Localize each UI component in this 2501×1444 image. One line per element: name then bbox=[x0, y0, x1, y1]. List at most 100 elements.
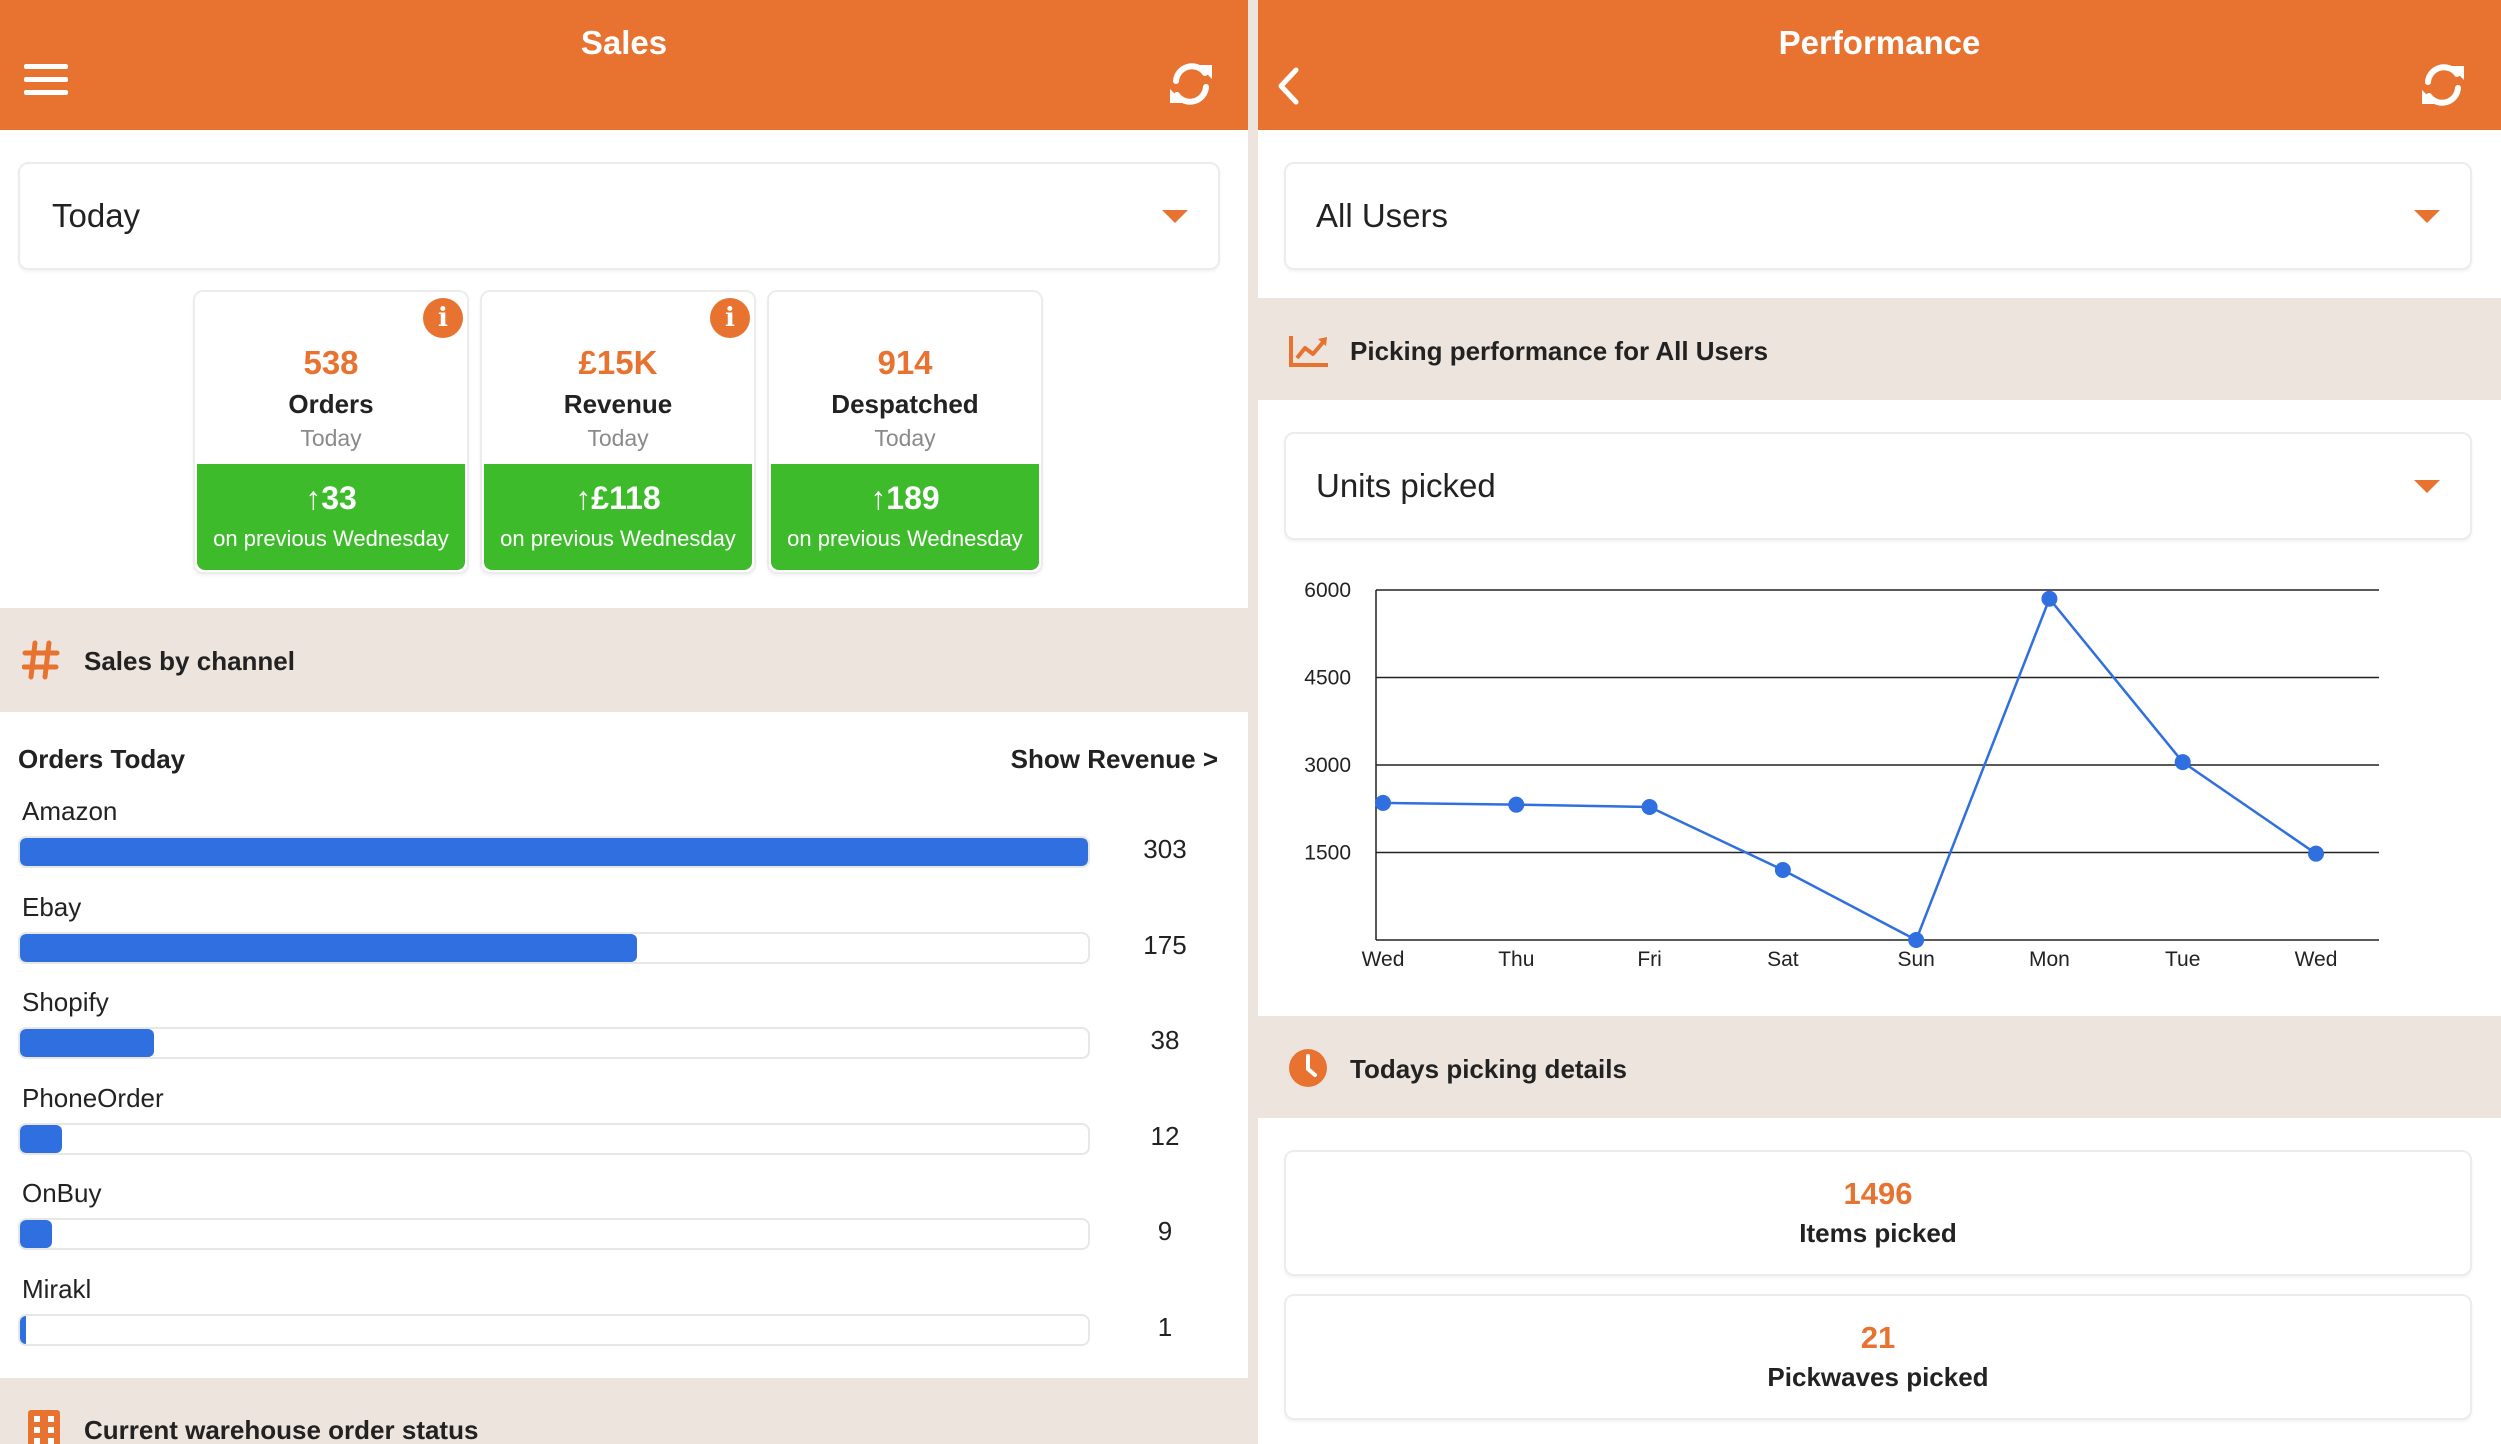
detail-value: 21 bbox=[1860, 1320, 1896, 1355]
delta-note: on previous Wednesday bbox=[213, 526, 449, 551]
channel-value: 1 bbox=[1157, 1311, 1173, 1342]
show-revenue-link[interactable]: Show Revenue > bbox=[1010, 744, 1218, 774]
y-tick-label: 3000 bbox=[1304, 754, 1351, 777]
metric-select[interactable]: Units picked bbox=[1284, 432, 2472, 540]
stat-card-revenue[interactable]: £15K Revenue Today i ↑£118 on previous W… bbox=[480, 290, 756, 574]
sales-title: Sales bbox=[580, 24, 668, 61]
info-icon[interactable]: i bbox=[710, 298, 750, 338]
refresh-icon[interactable] bbox=[1168, 61, 1214, 107]
channel-bar-fill bbox=[20, 933, 637, 962]
series-line bbox=[1382, 596, 2317, 942]
stat-value: 914 bbox=[877, 344, 933, 381]
chevron-down-icon bbox=[2414, 210, 2440, 223]
stat-label: Orders bbox=[288, 389, 374, 419]
channel-name: Ebay bbox=[22, 891, 82, 922]
delta-row: ↑33 bbox=[197, 480, 465, 517]
stat-card-orders[interactable]: 538 Orders Today i ↑33 on previous Wedne… bbox=[193, 290, 469, 574]
x-tick-label: Wed bbox=[1362, 948, 1405, 971]
data-point bbox=[2041, 590, 2058, 607]
detail-card-pickwaves: 21 Pickwaves picked bbox=[1284, 1294, 2472, 1420]
stat-label: Revenue bbox=[563, 389, 673, 419]
channel-bar-fill bbox=[20, 838, 1088, 866]
x-tick-label: Mon bbox=[2029, 948, 2070, 971]
channel-value: 9 bbox=[1157, 1216, 1173, 1246]
x-tick-label: Thu bbox=[1498, 948, 1534, 971]
building-icon bbox=[28, 1410, 60, 1444]
detail-label: Items picked bbox=[1799, 1218, 1957, 1248]
stat-period: Today bbox=[874, 425, 936, 451]
channel-name: Shopify bbox=[22, 987, 109, 1017]
channel-bar-track bbox=[18, 1122, 1090, 1155]
channel-list: Orders Today Show Revenue > Amazon 303 Eba… bbox=[0, 712, 1248, 1378]
channel-bar-track bbox=[18, 931, 1090, 964]
channel-bar-track bbox=[18, 1027, 1090, 1059]
data-point bbox=[2308, 845, 2324, 862]
data-point bbox=[1375, 794, 1391, 811]
channel-bar-fill bbox=[20, 1029, 154, 1057]
sales-screen: Sales Today 538 Orders Today i ↑33 on pr… bbox=[0, 0, 1248, 1444]
delta-note: on previous Wednesday bbox=[500, 526, 736, 551]
channel-name: OnBuy bbox=[22, 1178, 102, 1208]
chevron-down-icon bbox=[1162, 210, 1188, 223]
delta-box: ↑33 on previous Wednesday bbox=[197, 464, 465, 570]
orders-today-header: Orders Today bbox=[18, 744, 186, 774]
delta-box: ↑189 on previous Wednesday bbox=[771, 464, 1039, 570]
arrow-up-icon: ↑ bbox=[870, 480, 887, 516]
picking-chart-area: Units picked 1500 3000 4500 6000 Wed Thu Fri Sa… bbox=[1258, 400, 2501, 1016]
stat-value: 538 bbox=[303, 344, 359, 381]
stat-card-despatched[interactable]: 914 Despatched Today ↑189 on previous We… bbox=[767, 290, 1043, 574]
delta-value: 33 bbox=[321, 480, 357, 516]
arrow-up-icon: ↑ bbox=[305, 480, 322, 516]
hash-icon bbox=[22, 640, 60, 680]
delta-box: ↑£118 on previous Wednesday bbox=[484, 464, 752, 570]
channel-name: PhoneOrder bbox=[22, 1082, 164, 1113]
data-point bbox=[1908, 932, 1925, 948]
channel-value: 12 bbox=[1150, 1120, 1180, 1151]
user-select[interactable]: All Users bbox=[1284, 162, 2472, 270]
channel-bar-track bbox=[18, 836, 1090, 868]
channel-value: 303 bbox=[1143, 834, 1187, 864]
x-tick-label: Sun bbox=[1897, 948, 1934, 971]
data-point bbox=[1641, 799, 1658, 815]
section-title-sales-by-channel: Sales by channel bbox=[84, 646, 295, 676]
delta-row: ↑189 bbox=[771, 480, 1039, 517]
period-select[interactable]: Today bbox=[18, 162, 1220, 270]
data-point bbox=[1508, 796, 1525, 813]
stat-value: £15K bbox=[578, 344, 658, 381]
units-picked-line-chart: 1500 3000 4500 6000 Wed Thu Fri Sat Sun Mon Tue Wed bbox=[1304, 579, 2379, 971]
delta-note: on previous Wednesday bbox=[787, 526, 1023, 551]
channel-bar-fill bbox=[20, 1220, 52, 1248]
menu-icon[interactable] bbox=[24, 64, 68, 96]
x-tick-label: Sat bbox=[1767, 948, 1799, 971]
stat-period: Today bbox=[300, 425, 362, 451]
y-tick-label: 6000 bbox=[1304, 579, 1351, 602]
arrow-up-icon: ↑ bbox=[575, 480, 592, 516]
delta-value: 189 bbox=[886, 480, 940, 516]
data-point bbox=[1774, 862, 1791, 878]
stat-label: Despatched bbox=[831, 389, 979, 419]
delta-row: ↑£118 bbox=[484, 480, 752, 517]
x-tick-label: Wed bbox=[2295, 948, 2338, 971]
chart-line-icon bbox=[1289, 336, 1328, 367]
detail-label: Pickwaves picked bbox=[1767, 1362, 1989, 1392]
delta-value: £118 bbox=[591, 480, 661, 516]
section-title-warehouse-status: Current warehouse order status bbox=[84, 1415, 479, 1444]
user-select-value: All Users bbox=[1316, 197, 1449, 234]
picking-details-area: 1496 Items picked 21 Pickwaves picked bbox=[1258, 1118, 2501, 1444]
period-select-value: Today bbox=[52, 197, 141, 234]
clock-icon bbox=[1289, 1049, 1327, 1087]
channel-bar-track bbox=[18, 1313, 1090, 1346]
performance-screen: Performance All Users Picking performanc… bbox=[1258, 0, 2501, 1444]
chevron-left-icon[interactable] bbox=[1276, 66, 1300, 106]
y-tick-label: 1500 bbox=[1304, 842, 1351, 865]
refresh-icon[interactable] bbox=[2420, 62, 2466, 108]
detail-card-items: 1496 Items picked bbox=[1284, 1150, 2472, 1276]
info-icon[interactable]: i bbox=[423, 298, 463, 338]
section-title-picking-performance: Picking performance for All Users bbox=[1350, 336, 1769, 366]
section-title-picking-details: Todays picking details bbox=[1350, 1054, 1627, 1084]
channel-bar-fill bbox=[20, 1315, 27, 1344]
x-tick-label: Tue bbox=[2165, 948, 2200, 971]
channel-bar-fill bbox=[20, 1124, 63, 1153]
channel-value: 38 bbox=[1150, 1025, 1180, 1055]
channel-name: Mirakl bbox=[22, 1273, 92, 1304]
